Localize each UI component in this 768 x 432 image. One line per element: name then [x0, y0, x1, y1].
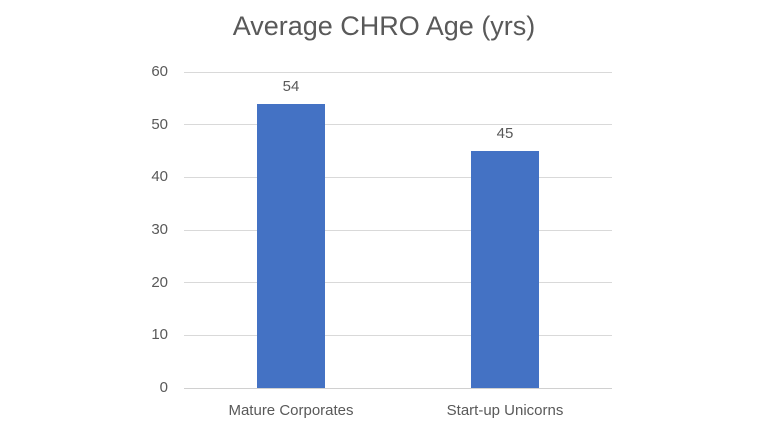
- y-tick-label: 50: [151, 115, 168, 133]
- chart-title: Average CHRO Age (yrs): [232, 11, 536, 41]
- x-axis-line: [184, 387, 612, 389]
- gridline: [184, 229, 612, 231]
- gridline: [184, 334, 612, 336]
- y-tick-label: 60: [151, 63, 168, 80]
- bar-start-up-unicorns: [471, 151, 539, 388]
- bar-value-label: 45: [496, 125, 514, 142]
- x-axis-label: Start-up Unicorns: [446, 402, 564, 419]
- bar-mature-corporates: [257, 103, 325, 388]
- y-tick-label: 10: [151, 326, 168, 344]
- y-tick-label: 30: [151, 221, 168, 238]
- y-tick-label: 40: [151, 168, 168, 186]
- gridline: [184, 176, 612, 178]
- y-tick-label: 0: [159, 379, 168, 396]
- x-axis-label: Mature Corporates: [228, 402, 354, 419]
- y-tick-label: 20: [151, 273, 168, 291]
- gridline: [184, 71, 612, 73]
- gridline: [184, 282, 612, 284]
- gridline: [184, 124, 612, 126]
- bar-value-label: 54: [282, 77, 300, 95]
